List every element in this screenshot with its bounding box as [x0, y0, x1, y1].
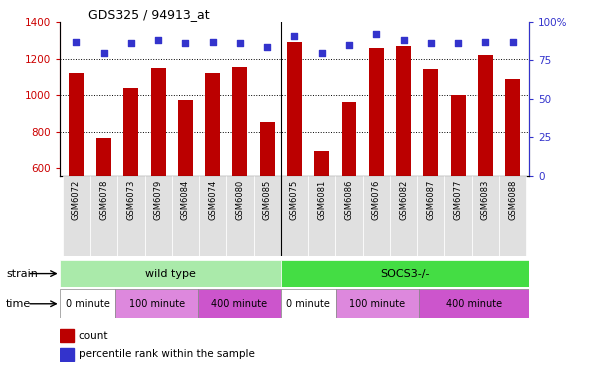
Text: GSM6079: GSM6079	[154, 180, 163, 220]
Text: 400 minute: 400 minute	[446, 299, 502, 309]
Bar	[90, 176, 117, 256]
Text: GDS325 / 94913_at: GDS325 / 94913_at	[88, 8, 210, 21]
Text: GSM6076: GSM6076	[372, 180, 381, 220]
Point	[317, 50, 326, 56]
Bar	[308, 176, 335, 256]
Point	[263, 44, 272, 49]
Bar	[69, 73, 84, 176]
Text: GSM6077: GSM6077	[454, 180, 463, 220]
Bar	[96, 138, 111, 176]
Bar	[335, 176, 362, 256]
Text: percentile rank within the sample: percentile rank within the sample	[79, 349, 255, 359]
Text: count: count	[79, 331, 108, 341]
Point	[398, 37, 408, 43]
Bar	[145, 176, 172, 256]
Bar	[117, 176, 145, 256]
Bar	[418, 289, 529, 318]
Text: GSM6086: GSM6086	[344, 180, 353, 220]
Text: GSM6072: GSM6072	[72, 180, 81, 220]
Bar	[205, 73, 220, 176]
Text: GSM6074: GSM6074	[208, 180, 217, 220]
Bar	[60, 348, 74, 361]
Point	[235, 41, 245, 46]
Bar	[369, 48, 384, 176]
Point	[344, 42, 354, 48]
Point	[426, 41, 436, 46]
Bar	[60, 260, 281, 287]
Bar	[60, 289, 115, 318]
Text: wild type: wild type	[145, 269, 196, 279]
Point	[99, 50, 109, 56]
Bar	[198, 289, 281, 318]
Bar	[227, 176, 254, 256]
Text: 0 minute: 0 minute	[286, 299, 330, 309]
Bar	[254, 176, 281, 256]
Text: GSM6073: GSM6073	[126, 180, 135, 220]
Point	[208, 39, 218, 45]
Bar	[451, 95, 466, 176]
Text: GSM6085: GSM6085	[263, 180, 272, 220]
Bar	[260, 122, 275, 176]
Bar	[281, 260, 529, 287]
Bar	[478, 55, 493, 176]
Point	[181, 41, 191, 46]
Bar	[172, 176, 199, 256]
Point	[153, 37, 163, 43]
Text: time: time	[6, 299, 31, 309]
Point	[290, 33, 299, 39]
Text: SOCS3-/-: SOCS3-/-	[380, 269, 430, 279]
Text: strain: strain	[6, 269, 38, 279]
Bar	[233, 67, 248, 176]
Point	[72, 39, 81, 45]
Text: GSM6078: GSM6078	[99, 180, 108, 220]
Point	[126, 41, 136, 46]
Bar	[417, 176, 444, 256]
Bar	[505, 79, 520, 176]
Text: 0 minute: 0 minute	[66, 299, 109, 309]
Point	[480, 39, 490, 45]
Bar	[178, 100, 193, 176]
Text: GSM6081: GSM6081	[317, 180, 326, 220]
Bar	[60, 329, 74, 342]
Bar	[281, 176, 308, 256]
Bar	[314, 151, 329, 176]
Bar	[123, 88, 138, 176]
Bar	[336, 289, 418, 318]
Bar	[444, 176, 472, 256]
Bar	[499, 176, 526, 256]
Bar	[423, 69, 438, 176]
Text: GSM6084: GSM6084	[181, 180, 190, 220]
Bar	[287, 42, 302, 176]
Text: GSM6082: GSM6082	[399, 180, 408, 220]
Text: 400 minute: 400 minute	[212, 299, 267, 309]
Text: GSM6083: GSM6083	[481, 180, 490, 220]
Bar	[151, 68, 166, 176]
Text: GSM6075: GSM6075	[290, 180, 299, 220]
Bar	[115, 289, 198, 318]
Bar	[63, 176, 90, 256]
Text: GSM6080: GSM6080	[236, 180, 245, 220]
Text: 100 minute: 100 minute	[129, 299, 185, 309]
Bar	[390, 176, 417, 256]
Bar	[281, 289, 336, 318]
Bar	[199, 176, 227, 256]
Text: 100 minute: 100 minute	[349, 299, 405, 309]
Bar	[472, 176, 499, 256]
Point	[371, 31, 381, 37]
Bar	[396, 46, 411, 176]
Text: GSM6088: GSM6088	[508, 180, 517, 220]
Point	[508, 39, 517, 45]
Point	[453, 41, 463, 46]
Bar	[362, 176, 390, 256]
Bar	[341, 102, 356, 176]
Text: GSM6087: GSM6087	[426, 180, 435, 220]
